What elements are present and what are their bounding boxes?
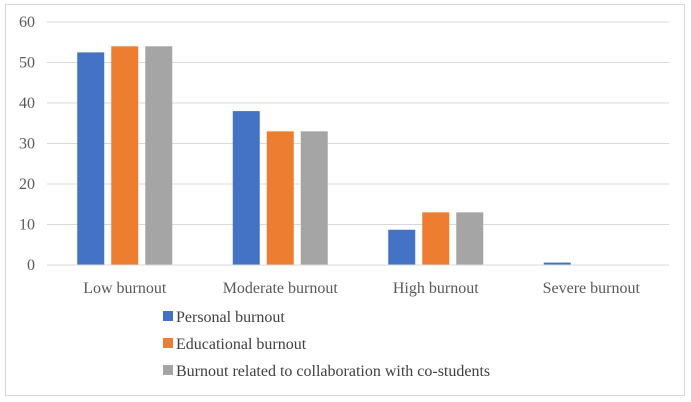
bar-3-2 [300, 131, 328, 265]
y-tick-label: 60 [19, 14, 35, 31]
y-tick-label: 0 [27, 257, 35, 274]
x-tick-label: Low burnout [83, 280, 167, 297]
y-tick-label: 10 [19, 217, 35, 234]
x-axis-labels: Low burnout Moderate burnout High burnout S… [83, 280, 640, 297]
bar-3-3 [456, 212, 484, 265]
y-axis-ticks: 0 10 20 30 40 50 60 [19, 14, 35, 274]
bar-2-1 [111, 46, 139, 265]
gridlines [47, 21, 669, 225]
y-tick-label: 50 [19, 55, 35, 72]
legend-label-2: Educational burnout [176, 336, 307, 353]
y-tick-label: 30 [19, 136, 35, 153]
legend-label-3: Burnout related to collaboration with co… [176, 363, 490, 380]
legend-swatch-3 [163, 365, 173, 375]
bars [77, 46, 571, 266]
x-tick-label: Severe burnout [543, 280, 641, 297]
x-tick-label: Moderate burnout [223, 280, 339, 297]
legend: Personal burnout Educational burnout Burno… [163, 309, 490, 380]
bar-2-2 [266, 131, 294, 265]
bar-1-4 [543, 262, 571, 265]
legend-swatch-1 [163, 311, 173, 321]
bar-1-1 [77, 52, 105, 266]
bar-1-3 [388, 229, 416, 265]
bar-3-1 [145, 46, 173, 265]
legend-label-1: Personal burnout [176, 309, 285, 326]
legend-swatch-2 [163, 338, 173, 348]
y-tick-label: 40 [19, 95, 35, 112]
x-tick-label: High burnout [393, 280, 479, 297]
bar-2-3 [422, 212, 450, 265]
y-tick-label: 20 [19, 176, 35, 193]
bar-1-2 [232, 111, 260, 265]
